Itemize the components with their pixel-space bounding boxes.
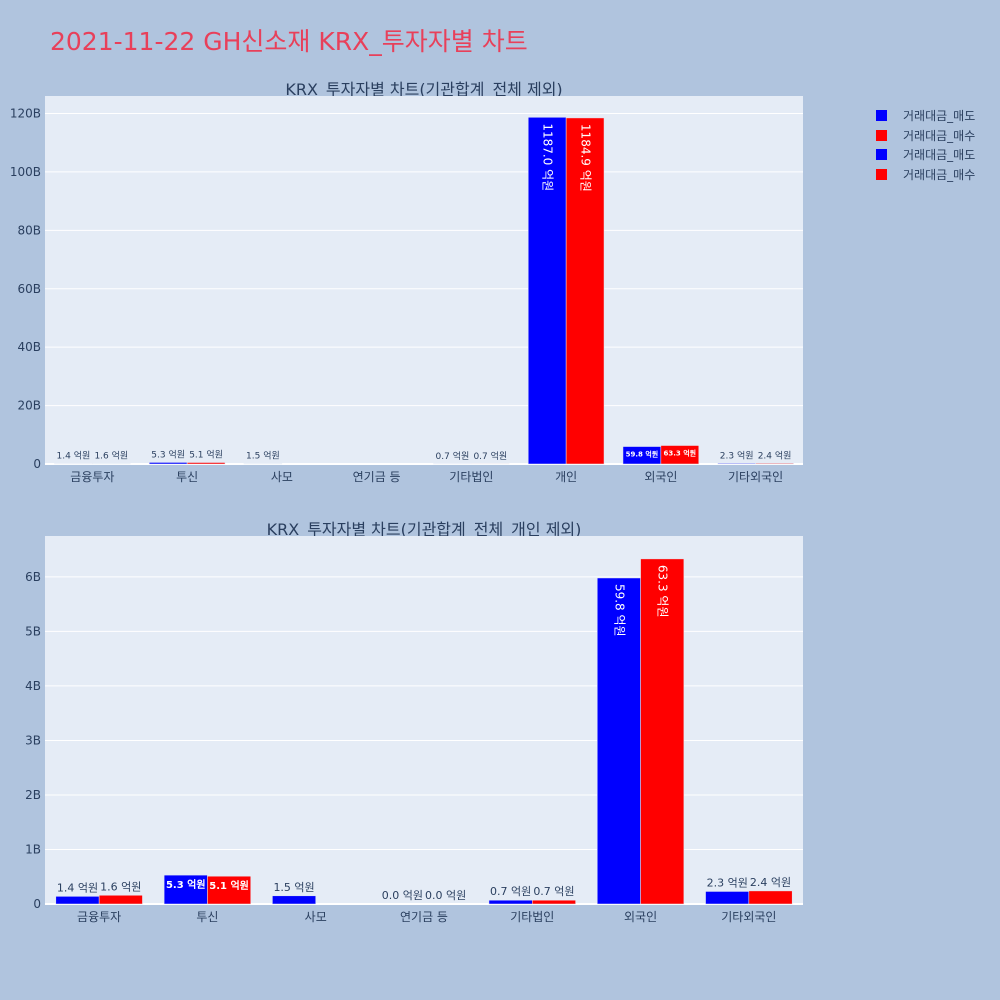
bar [532, 899, 576, 905]
legend-item[interactable]: 거래대금_매수 [876, 126, 975, 146]
bar [207, 875, 251, 905]
bar [488, 899, 533, 905]
y-tick-label: 0 [33, 457, 41, 471]
legend-label: 거래대금_매도 [903, 148, 976, 163]
y-tick-label: 0 [33, 897, 41, 911]
data-label: 5.3 억원 [151, 448, 185, 460]
bar [717, 463, 756, 465]
x-tick-label: 외국인 [644, 470, 677, 484]
data-label: 0.7 억원 [533, 885, 574, 898]
data-label: 1187.0 억원 [541, 123, 555, 191]
x-tick-label: 외국인 [624, 910, 657, 924]
x-tick-label: 투신 [196, 910, 218, 924]
x-tick-label: 기타법인 [510, 910, 554, 924]
y-tick-label: 60B [17, 282, 41, 296]
plot-area [45, 536, 803, 904]
legend-label: 거래대금_매도 [903, 109, 976, 124]
y-tick-label: 3B [25, 733, 41, 747]
bar [748, 890, 793, 905]
bar [640, 558, 685, 905]
x-tick-label: 금융투자 [70, 470, 114, 484]
legend-swatch [876, 110, 887, 122]
data-label: 0.0 억원 [425, 889, 466, 902]
data-label: 59.8 억원 [612, 584, 626, 637]
legend-label: 거래대금_매수 [903, 128, 976, 143]
y-tick-label: 100B [10, 165, 41, 179]
y-tick-label: 2B [25, 788, 41, 802]
y-tick-label: 80B [17, 223, 41, 237]
x-tick-label: 기타법인 [449, 470, 493, 484]
bar [527, 117, 567, 465]
legend-swatch [876, 129, 887, 141]
data-label: 1.5 억원 [273, 881, 314, 894]
bar [148, 462, 188, 465]
data-label: 2.3 억원 [720, 449, 754, 461]
x-tick-label: 기타외국인 [721, 910, 776, 924]
plot-area [45, 96, 803, 464]
data-label: 1.5 억원 [246, 450, 280, 462]
x-tick-label: 사모 [271, 470, 293, 484]
y-tick-label: 5B [25, 624, 41, 638]
data-label: 0.7 억원 [436, 450, 470, 462]
data-label: 1.4 억원 [57, 881, 98, 894]
legend-item[interactable]: 거래대금_매도 [876, 106, 975, 126]
data-label: 1.6 억원 [94, 450, 128, 462]
legend-swatch [876, 149, 887, 161]
bar [565, 117, 605, 465]
y-tick-label: 20B [17, 399, 41, 413]
x-tick-label: 투신 [176, 470, 198, 484]
y-tick-label: 120B [10, 107, 41, 121]
x-tick-label: 금융투자 [77, 910, 121, 924]
data-label: 2.4 억원 [750, 876, 791, 889]
bar-chart-2: KRX_투자자별 차트(기관합계_전체_개인 제외) 0 1B 2B 3B 4B 5B 6B 금… [25, 520, 803, 924]
bar [705, 891, 750, 905]
data-label: 2.4 억원 [758, 449, 792, 461]
chart-title: KRX_투자자별 차트(기관합계_전체 제외) [285, 80, 562, 100]
data-label: 0.7 억원 [473, 450, 507, 462]
x-tick-label: 연기금 등 [400, 910, 448, 924]
bar [163, 874, 208, 905]
data-label: 5.1 억원 [189, 449, 223, 461]
y-tick-label: 1B [25, 842, 41, 856]
data-label: 1.6 억원 [100, 880, 141, 893]
data-label: 5.1 억원 [209, 879, 249, 892]
data-label: 1.4 억원 [57, 450, 91, 462]
bar [597, 577, 641, 905]
bar [272, 895, 316, 905]
x-tick-label: 기타외국인 [728, 470, 783, 484]
data-label: 63.3 억원 [656, 565, 670, 618]
data-label: 2.3 억원 [707, 876, 748, 889]
data-label: 59.8 억원 [626, 450, 659, 459]
x-tick-label: 연기금 등 [353, 470, 401, 484]
x-tick-label: 사모 [305, 910, 327, 924]
legend-item[interactable]: 거래대금_매수 [876, 165, 975, 185]
bar [755, 463, 794, 465]
bar [98, 895, 143, 905]
legend-label: 거래대금_매수 [903, 167, 976, 182]
y-tick-label: 40B [17, 340, 41, 354]
x-tick-label: 개인 [555, 470, 577, 484]
y-tick-label: 6B [25, 570, 41, 584]
bar-chart-1: KRX_투자자별 차트(기관합계_전체 제외) 0 20B 40B 60B 80B 100B… [10, 80, 803, 484]
y-tick-label: 4B [25, 679, 41, 693]
bar [186, 462, 226, 465]
page-title: 2021-11-22 GH신소재 KRX_투자자별 차트 [50, 27, 528, 56]
bar [660, 445, 700, 465]
data-label: 1184.9 억원 [579, 124, 593, 192]
legend-swatch [876, 168, 887, 180]
chart-title: KRX_투자자별 차트(기관합계_전체_개인 제외) [267, 520, 582, 540]
bar [55, 896, 100, 905]
data-label: 5.3 억원 [166, 878, 206, 891]
data-label: 0.0 억원 [382, 889, 423, 902]
legend: 거래대금_매도 거래대금_매수 거래대금_매도 거래대금_매수 [876, 106, 975, 184]
legend-item[interactable]: 거래대금_매도 [876, 145, 975, 165]
data-label: 63.3 억원 [664, 449, 697, 458]
data-label: 0.7 억원 [490, 885, 531, 898]
